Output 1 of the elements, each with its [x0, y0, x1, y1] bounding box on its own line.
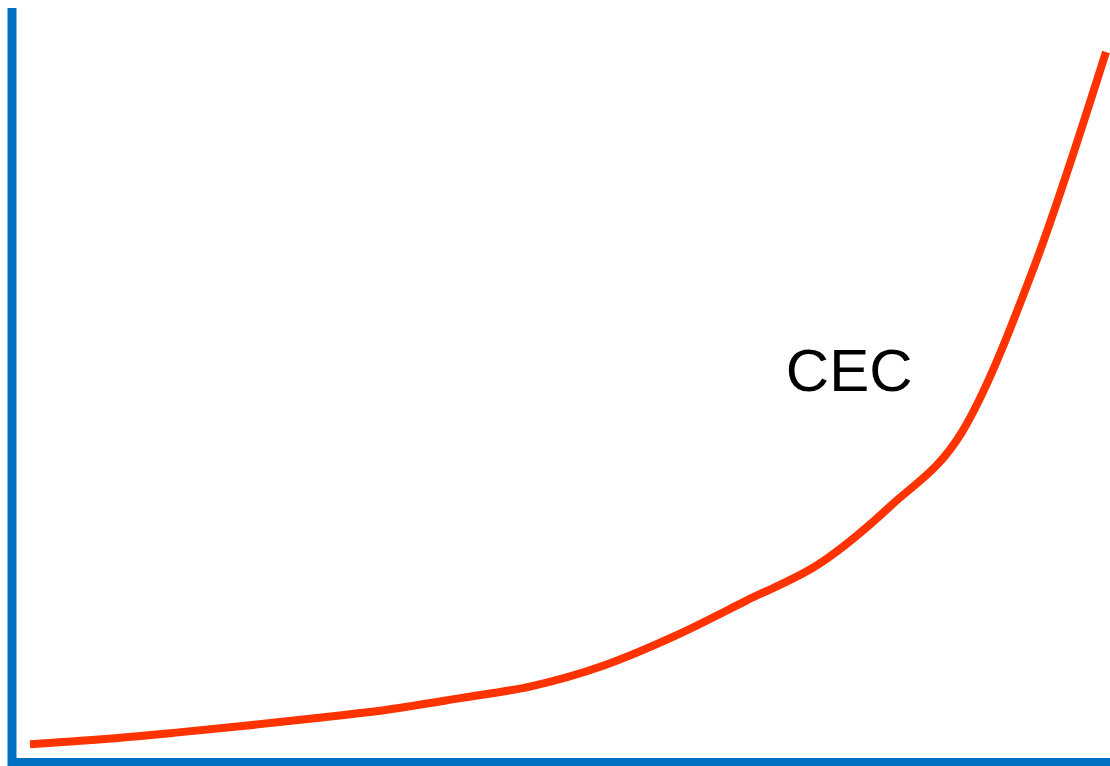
- series-label: CEC: [785, 337, 913, 405]
